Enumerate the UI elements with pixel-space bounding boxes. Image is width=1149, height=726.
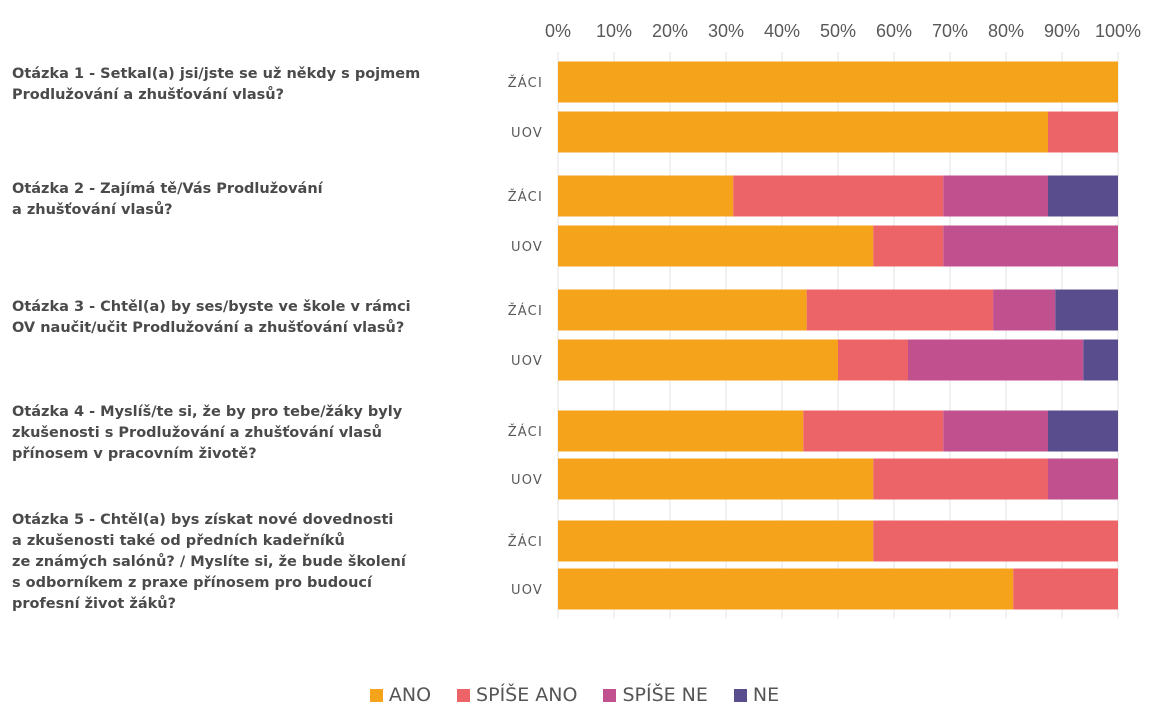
bar-segment (558, 410, 804, 452)
legend-label: SPÍŠE ANO (476, 684, 578, 706)
bar-segment (943, 410, 1048, 452)
bar-segment (558, 175, 734, 217)
bar-segment (838, 339, 908, 381)
legend-swatch (603, 688, 617, 702)
x-tick-label: 80% (988, 21, 1024, 41)
x-axis-ticks: 0% 10% 20% 30% 40% 50% 60% 70% 80% 90% 100% (545, 21, 1141, 41)
x-tick-label: 40% (764, 21, 800, 41)
bar-segment (803, 410, 944, 452)
question-label-line: Otázka 5 - Chtěl(a) bys získat nové dove… (12, 512, 394, 528)
legend-item: SPÍŠE ANO (457, 684, 577, 706)
bar-segment (558, 111, 1048, 153)
question-label-line: OV naučit/učit Prodlužování a zhušťování… (12, 320, 405, 336)
x-tick-label: 50% (820, 21, 856, 41)
bar-segment (943, 175, 1048, 217)
bar-segment (558, 289, 807, 331)
category-label: UOV (511, 473, 543, 488)
question-label-line: s odborníkem z praxe přínosem pro budouc… (12, 575, 372, 591)
question-label-line: Prodlužování a zhušťování vlasů? (12, 87, 284, 103)
bar-segment (908, 339, 1084, 381)
question-label-line: zkušenosti s Prodlužování a zhušťování v… (12, 425, 382, 441)
x-tick-label: 20% (652, 21, 688, 41)
bar-segment (873, 458, 1048, 500)
bar-segment (1048, 175, 1118, 217)
bar-segment (558, 458, 874, 500)
question-label: Otázka 4 - Myslíš/te si, že by pro tebe/… (12, 402, 402, 465)
bar-segment (873, 225, 944, 267)
legend-swatch (733, 688, 747, 702)
question-label-line: ze známých salónů? / Myslíte si, že bude… (12, 554, 406, 570)
bar-segment (558, 520, 874, 562)
legend: ANO SPÍŠE ANO SPÍŠE NE NE (0, 684, 1149, 706)
bars (558, 61, 1118, 610)
bar-segment (558, 225, 874, 267)
x-tick-label: 0% (545, 21, 571, 41)
legend-label: ANO (388, 684, 432, 706)
bar-segment (943, 225, 1118, 267)
category-label: UOV (511, 126, 543, 141)
bar-segment (558, 61, 1118, 103)
question-label-line: Otázka 2 - Zajímá tě/Vás Prodlužování (12, 181, 323, 197)
bar-segment (873, 520, 1118, 562)
bar-segment (1048, 111, 1118, 153)
x-tick-label: 10% (596, 21, 632, 41)
category-label: UOV (511, 354, 543, 369)
category-labels: ŽÁCI UOV ŽÁCI UOV ŽÁCI UOV ŽÁCI UOV ŽÁCI UOV (508, 75, 543, 598)
x-tick-label: 70% (932, 21, 968, 41)
question-label-line: a zhušťování vlasů? (12, 202, 173, 218)
question-label-line: a zkušenosti také od předních kadeřníků (12, 533, 345, 549)
bar-segment (1048, 458, 1118, 500)
x-tick-label: 90% (1044, 21, 1080, 41)
legend-label: SPÍŠE NE (622, 684, 708, 706)
x-tick-label: 60% (876, 21, 912, 41)
question-label: Otázka 1 - Setkal(a) jsi/jste se už někd… (12, 64, 420, 106)
question-label: Otázka 3 - Chtěl(a) by ses/byste ve škol… (12, 297, 411, 339)
bar-segment (806, 289, 994, 331)
question-label-line: Otázka 4 - Myslíš/te si, že by pro tebe/… (12, 404, 403, 420)
bar-segment (993, 289, 1056, 331)
category-label: ŽÁCI (508, 75, 543, 91)
question-label-line: Otázka 3 - Chtěl(a) by ses/byste ve škol… (12, 299, 411, 315)
legend-swatch (369, 688, 383, 702)
category-label: UOV (511, 583, 543, 598)
x-tick-label: 100% (1095, 21, 1141, 41)
bar-segment (1013, 568, 1118, 610)
legend-swatch (457, 688, 471, 702)
legend-item: SPÍŠE NE (603, 684, 708, 706)
bar-segment (1048, 410, 1118, 452)
question-label: Otázka 2 - Zajímá tě/Vás Prodlužování a z… (12, 179, 323, 221)
question-label-line: Otázka 1 - Setkal(a) jsi/jste se už někd… (12, 66, 421, 82)
bar-segment (1055, 289, 1118, 331)
category-label: UOV (511, 240, 543, 255)
question-label: Otázka 5 - Chtěl(a) bys získat nové dove… (12, 510, 406, 615)
bar-segment (558, 339, 838, 381)
category-label: ŽÁCI (508, 424, 543, 440)
legend-item: NE (733, 684, 780, 706)
question-label-line: přínosem v pracovním životě? (12, 446, 257, 462)
legend-label: NE (752, 684, 780, 706)
bar-segment (1083, 339, 1118, 381)
category-label: ŽÁCI (508, 189, 543, 205)
x-tick-label: 30% (708, 21, 744, 41)
category-label: ŽÁCI (508, 303, 543, 319)
bar-segment (733, 175, 944, 217)
legend-item: ANO (369, 684, 432, 706)
question-label-line: profesní život žáků? (12, 596, 177, 612)
bar-segment (558, 568, 1014, 610)
category-label: ŽÁCI (508, 534, 543, 550)
